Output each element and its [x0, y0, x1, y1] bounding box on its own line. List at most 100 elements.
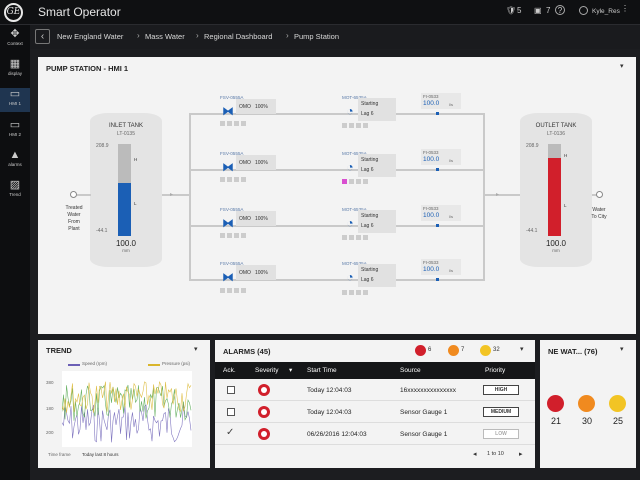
panel-menu-icon[interactable]: ▾ — [620, 346, 624, 353]
destination-label: Water To City — [591, 207, 607, 220]
breadcrumb-item-regional-dashboard[interactable]: Regional Dashboard — [204, 32, 273, 41]
indicator-square — [349, 179, 354, 184]
warning-alarm-icon[interactable] — [578, 395, 595, 412]
flow-unit: l/s — [449, 102, 453, 107]
flow-value: 100.0 — [423, 156, 440, 163]
prev-page-icon[interactable]: ◂ — [473, 451, 477, 458]
pump-lag: Lag 6 — [361, 223, 374, 229]
ne-water-panel: NE WAT... (76) ▾ 21 30 25 — [540, 340, 636, 468]
column-start-time[interactable]: Start Time — [307, 367, 337, 374]
pump-icon[interactable]: ◔ — [346, 216, 354, 230]
timeframe-value[interactable]: Today last 8 hours — [82, 452, 119, 457]
back-button[interactable]: ‹ — [35, 29, 50, 44]
indicator-square — [349, 290, 354, 295]
sort-chevron-down-icon[interactable]: ▾ — [289, 367, 293, 374]
sidebar-item-alarms[interactable]: ▲ alarms — [0, 149, 30, 173]
legend-speed: Speed (rpm) — [82, 361, 108, 366]
sidebar-item-display[interactable]: ▦ display — [0, 58, 30, 82]
info-alarm-icon[interactable] — [609, 395, 626, 412]
flow-sensor-dot — [436, 168, 439, 171]
critical-alarm-icon[interactable] — [547, 395, 564, 412]
warning-count: 30 — [581, 416, 592, 426]
critical-alarm-icon[interactable] — [415, 345, 426, 356]
alert-shield-icon[interactable]: 🛡 — [506, 6, 517, 15]
indicator-square — [227, 121, 232, 126]
breadcrumb-item-new-england-water[interactable]: New England Water — [57, 32, 124, 41]
critical-count: 21 — [550, 416, 561, 426]
panel-menu-icon[interactable]: ▾ — [620, 63, 624, 70]
other-series — [62, 384, 192, 421]
timeframe-label: Time frame — [48, 452, 71, 457]
flow-sensor-dot — [436, 278, 439, 281]
valve-status-box: OMO 100% — [236, 155, 276, 170]
outlet-top-value: 208.9 — [526, 143, 539, 149]
info-count: 32 — [493, 347, 500, 353]
indicator-square — [234, 177, 239, 182]
alarms-title: ALARMS (45) — [223, 347, 271, 356]
trend-panel: TREND ▾ Speed (rpm) Pressure (psi) 380 1… — [38, 340, 210, 468]
indicator-square — [220, 233, 225, 238]
valve-icon[interactable]: ⧓ — [222, 160, 234, 174]
breadcrumb-item-pump-station[interactable]: Pump Station — [294, 32, 340, 41]
ack-checkbox[interactable] — [227, 408, 235, 416]
user-avatar-icon[interactable] — [579, 6, 588, 15]
sidebar-item-hmi-1[interactable]: ▭ HMI 1 — [0, 88, 30, 112]
pipe — [189, 169, 485, 171]
indicator-square — [227, 233, 232, 238]
top-bar: GE Smart Operator 🛡 5 ▣ 7 ? Kyle_Res ⋮ — [0, 0, 640, 25]
ack-checkbox[interactable] — [227, 386, 235, 394]
panel-menu-icon[interactable]: ▾ — [194, 346, 198, 353]
valve-status-box: OMO 100% — [236, 99, 276, 114]
column-source[interactable]: Source — [400, 367, 421, 374]
sidebar-item-context[interactable]: ✥ Context — [0, 28, 30, 54]
sidebar-item-trend[interactable]: ▨ Trend — [0, 179, 30, 203]
pump-status: Starting — [361, 101, 379, 107]
grid-icon: ▦ — [9, 58, 21, 70]
panel-menu-icon[interactable]: ▾ — [520, 346, 524, 353]
outlet-tank[interactable]: OUTLET TANK LT-0136 208.9 -44.1 H L 100.… — [520, 113, 592, 267]
table-row[interactable]: Today 12:04:03 16xxxxxxxxxxxxxxx HIGH — [215, 380, 535, 401]
valve-icon[interactable]: ⧓ — [222, 104, 234, 118]
inlet-tank-name: INLET TANK — [108, 123, 143, 129]
chevron-right-icon: › — [286, 31, 289, 40]
user-name[interactable]: Kyle_Res — [592, 8, 620, 15]
destination-arrow-icon — [596, 191, 603, 198]
inlet-tank[interactable]: INLET TANK LT-0135 208.9 -44.1 H L 100.0… — [90, 113, 162, 267]
valve-icon[interactable]: ⧓ — [222, 270, 234, 284]
legend-pressure: Pressure (psi) — [162, 361, 191, 366]
column-severity[interactable]: Severity — [255, 367, 279, 374]
table-row[interactable]: ✓ 06/26/2016 12:04:03 Sensor Gauge 1 LOW — [215, 424, 535, 445]
y-tick: 200 — [46, 430, 54, 435]
message-icon[interactable]: ▣ — [534, 6, 542, 15]
source: 16xxxxxxxxxxxxxxx — [400, 387, 456, 394]
help-icon[interactable]: ? — [555, 5, 565, 15]
outlet-bottom-value: -44.1 — [526, 228, 538, 234]
column-ack[interactable]: Ack. — [223, 367, 236, 374]
warning-alarm-icon[interactable] — [448, 345, 459, 356]
table-row[interactable]: Today 12:04:03 Sensor Gauge 1 MEDIUM — [215, 402, 535, 423]
checkmark-icon[interactable]: ✓ — [226, 427, 235, 438]
pump-icon[interactable]: ◔ — [346, 104, 354, 118]
pump-status-box: Starting Lag 6 — [358, 98, 396, 121]
pump-tag: MOT-6535A — [342, 207, 367, 212]
next-page-icon[interactable]: ▸ — [519, 451, 523, 458]
valve-icon[interactable]: ⧓ — [222, 216, 234, 230]
pump-status: Starting — [361, 213, 379, 219]
warning-count: 7 — [461, 347, 465, 353]
valve-tag: FSV-0555A — [220, 151, 244, 156]
menu-icon[interactable]: ⋮ — [621, 4, 629, 13]
pressure-series — [62, 380, 192, 413]
flow-value: 100.0 — [423, 212, 440, 219]
indicator-square — [234, 121, 239, 126]
info-alarm-icon[interactable] — [480, 345, 491, 356]
flow-tag: FI-0533 — [423, 150, 439, 155]
legend-swatch — [68, 364, 80, 366]
trend-chart[interactable] — [62, 371, 192, 447]
sidebar-item-hmi-2[interactable]: ▭ HMI 2 — [0, 119, 30, 143]
column-priority[interactable]: Priority — [485, 367, 506, 374]
monitor-icon: ▭ — [9, 119, 21, 131]
breadcrumb-item-mass-water[interactable]: Mass Water — [145, 32, 185, 41]
indicator-square — [363, 179, 368, 184]
pump-icon[interactable]: ◔ — [346, 270, 354, 284]
pump-icon[interactable]: ◔ — [346, 160, 354, 174]
